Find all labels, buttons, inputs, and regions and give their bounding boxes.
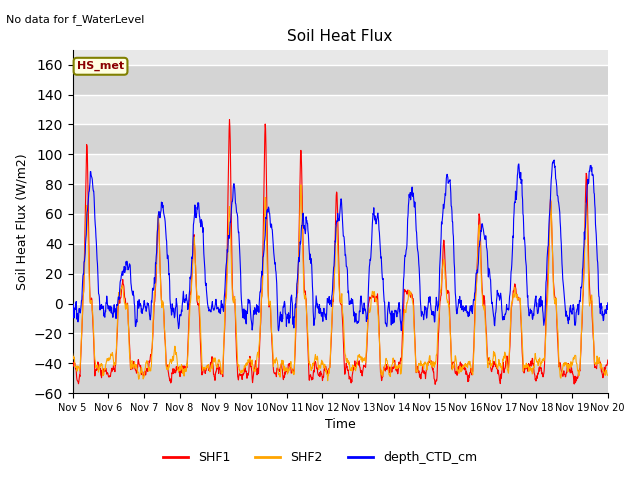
Text: No data for f_WaterLevel: No data for f_WaterLevel [6,14,145,25]
X-axis label: Time: Time [324,419,355,432]
SHF1 [175,364,182,370]
SHF2 [188,283,195,288]
Title: Soil Heat Flux: Soil Heat Flux [287,29,393,44]
Bar [72,244,608,274]
depth_CTD_cm [188,262,195,268]
depth_CTD_cm [541,317,548,323]
depth_CTD_cm [604,300,612,306]
Text: HS_met: HS_met [77,61,124,72]
Bar [72,184,608,214]
Bar [72,124,608,154]
depth_CTD_cm [175,326,182,332]
SHF2 [604,372,612,378]
SHF2 [424,360,431,365]
SHF2 [175,369,182,374]
SHF1 [541,351,548,357]
Bar [72,65,608,95]
SHF2 [68,350,76,356]
depth_CTD_cm [493,288,501,293]
SHF1 [424,364,431,370]
Bar [72,303,608,334]
SHF2 [324,378,332,384]
SHF1 [494,367,502,372]
SHF1 [248,369,255,374]
Y-axis label: Soil Heat Flux (W/m2): Soil Heat Flux (W/m2) [15,153,28,290]
depth_CTD_cm [550,157,558,163]
Line: SHF2: SHF2 [72,185,608,381]
SHF2 [541,349,548,355]
SHF2 [297,182,305,188]
SHF1 [188,277,195,283]
depth_CTD_cm [248,318,255,324]
Line: SHF1: SHF1 [72,120,608,384]
depth_CTD_cm [424,307,431,312]
SHF1 [604,357,612,363]
SHF1 [68,359,76,364]
SHF2 [494,366,502,372]
SHF1 [226,117,234,122]
depth_CTD_cm [68,305,76,311]
SHF1 [431,382,439,387]
Line: depth_CTD_cm: depth_CTD_cm [72,160,608,331]
Legend: SHF1, SHF2, depth_CTD_cm: SHF1, SHF2, depth_CTD_cm [158,446,482,469]
depth_CTD_cm [275,328,282,334]
SHF2 [248,363,255,369]
Bar [72,363,608,393]
